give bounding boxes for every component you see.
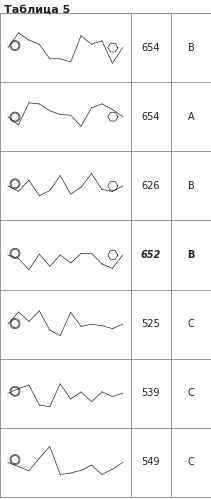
Text: 549: 549 <box>142 458 160 468</box>
Text: C: C <box>188 458 194 468</box>
Text: B: B <box>187 250 195 260</box>
Text: 654: 654 <box>142 42 160 52</box>
Text: 654: 654 <box>142 112 160 122</box>
Text: B: B <box>188 42 194 52</box>
Text: B: B <box>188 181 194 191</box>
Text: C: C <box>188 319 194 329</box>
Text: 652: 652 <box>141 250 161 260</box>
Text: A: A <box>188 112 194 122</box>
Text: 539: 539 <box>142 388 160 398</box>
Text: C: C <box>188 388 194 398</box>
Text: 525: 525 <box>142 319 160 329</box>
Text: Таблица 5: Таблица 5 <box>4 5 70 15</box>
Text: 626: 626 <box>142 181 160 191</box>
